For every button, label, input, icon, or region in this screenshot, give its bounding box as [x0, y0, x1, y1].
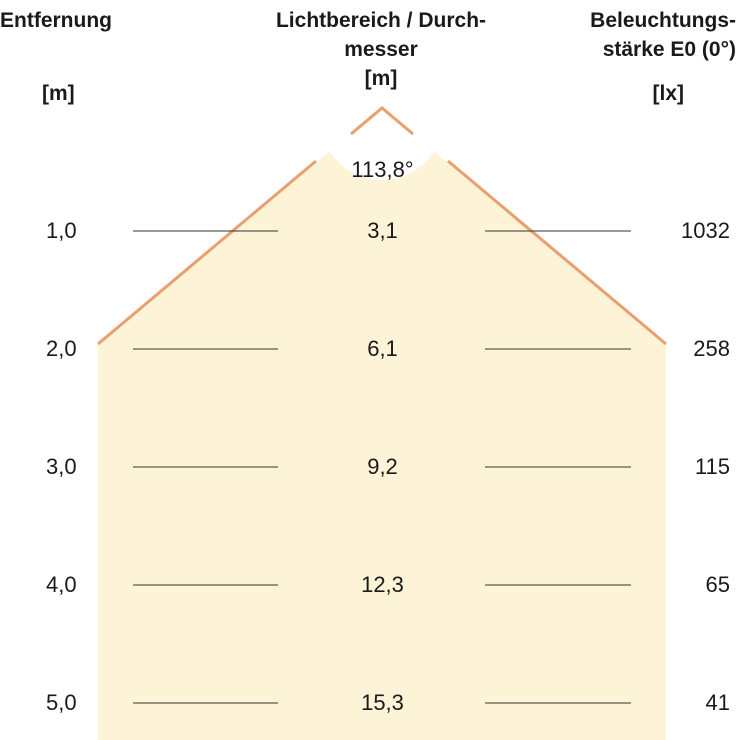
- distance-value: 4,0: [46, 572, 77, 597]
- diameter-value: 15,3: [361, 690, 404, 715]
- diameter-header-title-line2: messer: [344, 38, 418, 61]
- illuminance-value: 41: [705, 690, 730, 715]
- beam-apex: [350, 106, 414, 136]
- illuminance-value: 1032: [681, 218, 730, 243]
- illuminance-header: Beleuchtungs- stärke E0 (0°) [lx]: [590, 6, 736, 105]
- distance-value: 3,0: [46, 454, 77, 479]
- distance-value: 5,0: [46, 690, 77, 715]
- beam-edge-right: [447, 159, 667, 346]
- illuminance-value: 65: [705, 572, 730, 597]
- beam-angle-label: 113,8°: [351, 157, 414, 182]
- distance-value: 2,0: [46, 336, 77, 361]
- diameter-value: 6,1: [367, 336, 398, 361]
- illuminance-value: 115: [694, 454, 730, 479]
- diameter-value: 9,2: [367, 454, 398, 479]
- angle-label-background: [320, 56, 444, 180]
- diameter-value: 12,3: [361, 572, 404, 597]
- distance-value: 1,0: [46, 218, 77, 243]
- distance-header: Entfernung [m]: [0, 6, 112, 105]
- distance-rules: [133, 230, 631, 704]
- distance-header-title: Entfernung: [0, 9, 112, 32]
- diameter-header-title-line1: Lichtbereich / Durch-: [275, 9, 487, 32]
- distance-header-unit: [m]: [42, 82, 75, 105]
- illuminance-header-unit: [lx]: [652, 82, 685, 105]
- diameter-header: Lichtbereich / Durch- messer [m]: [260, 6, 502, 93]
- diameter-value: 3,1: [367, 218, 398, 243]
- illuminance-value: 258: [693, 336, 730, 361]
- light-cone-fill: [98, 108, 666, 740]
- illuminance-header-title-line2: stärke E0 (0°): [602, 38, 736, 61]
- beam-edge-left: [97, 159, 317, 346]
- illuminance-header-title-line1: Beleuchtungs-: [590, 9, 736, 32]
- diameter-header-unit: [m]: [364, 67, 398, 90]
